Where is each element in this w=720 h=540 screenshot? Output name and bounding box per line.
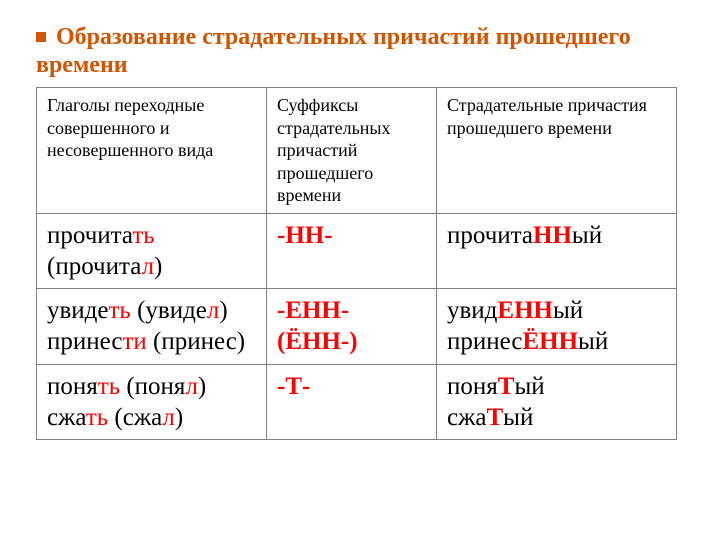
cell-verb: прочитать (прочитал) (37, 213, 267, 289)
slide-title: Образование страдательных причастий прош… (36, 24, 684, 79)
slide: Образование страдательных причастий прош… (0, 0, 720, 540)
cell-verb: понять (понял)сжать (сжал) (37, 364, 267, 440)
col-header-suffixes: Суффиксы страдательных причастий прошедш… (267, 88, 437, 214)
table-header-row: Глаголы переходные совершенного и несове… (37, 88, 677, 214)
col-header-verbs: Глаголы переходные совершенного и несове… (37, 88, 267, 214)
cell-participle: поняТыйсжаТый (437, 364, 677, 440)
title-bullet-icon (36, 32, 46, 42)
col-header-participles: Страдательные причастия прошедшего време… (437, 88, 677, 214)
cell-suffix: -ЕНН-(ЁНН-) (267, 289, 437, 365)
cell-verb: увидеть (увидел)принести (принес) (37, 289, 267, 365)
table-body: прочитать (прочитал) -НН- прочитаННый ув… (37, 213, 677, 440)
cell-suffix: -Т- (267, 364, 437, 440)
cell-participle: увидЕННыйпринесЁННый (437, 289, 677, 365)
table-row: увидеть (увидел)принести (принес) -ЕНН-(… (37, 289, 677, 365)
cell-suffix: -НН- (267, 213, 437, 289)
table-row: понять (понял)сжать (сжал) -Т- поняТыйсж… (37, 364, 677, 440)
table-row: прочитать (прочитал) -НН- прочитаННый (37, 213, 677, 289)
title-text-line2: времени (36, 52, 128, 78)
grammar-table: Глаголы переходные совершенного и несове… (36, 87, 677, 440)
title-text-line1: Образование страдательных причастий прош… (56, 24, 631, 50)
cell-participle: прочитаННый (437, 213, 677, 289)
